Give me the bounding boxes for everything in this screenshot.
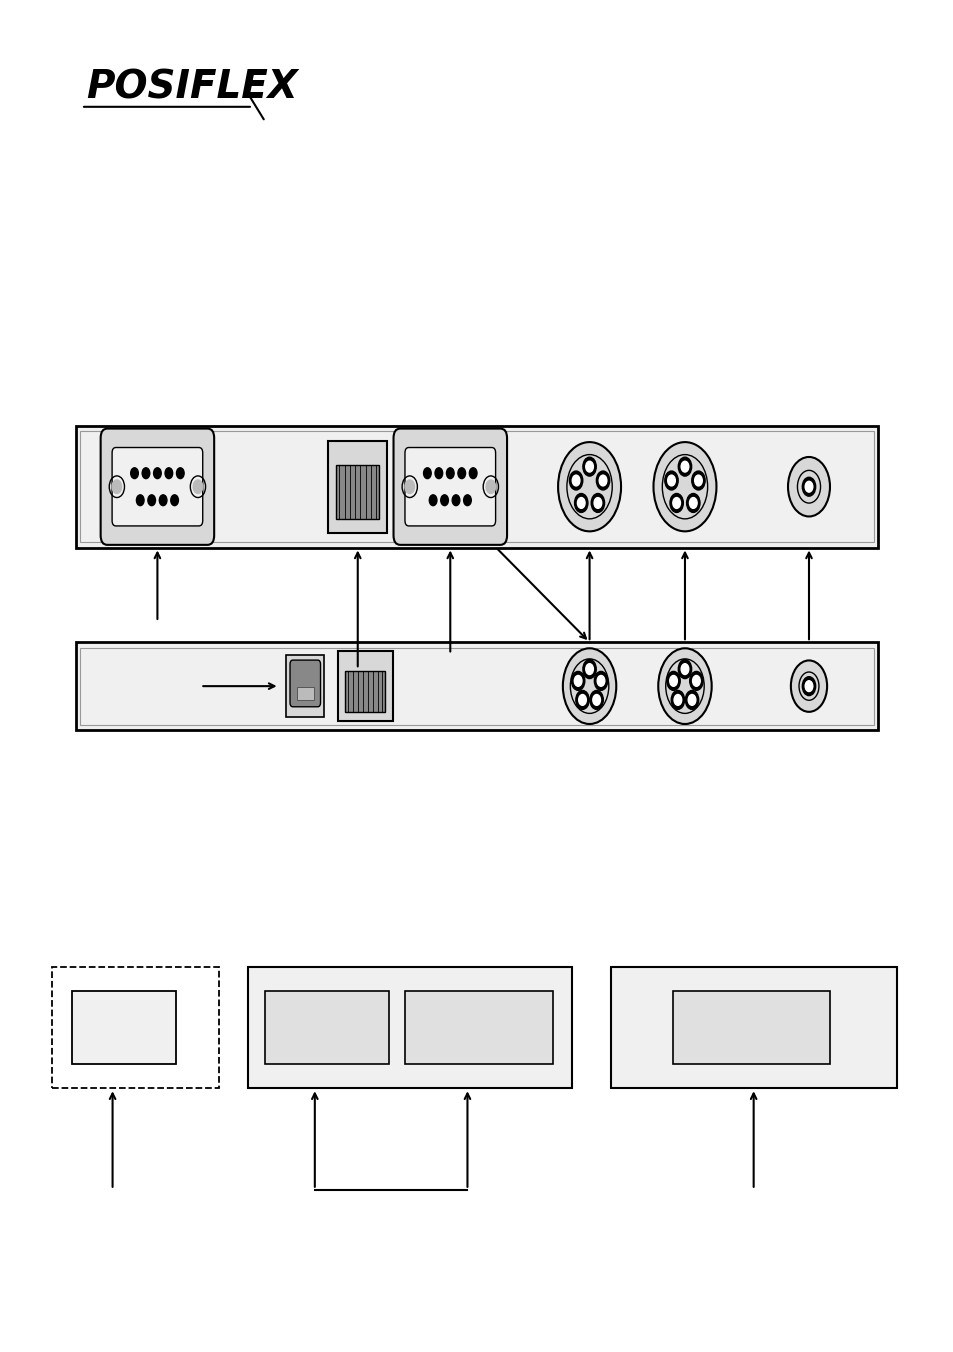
Circle shape <box>666 672 679 691</box>
Bar <box>248 967 572 1088</box>
Circle shape <box>680 461 688 472</box>
Circle shape <box>159 495 167 506</box>
FancyBboxPatch shape <box>112 448 202 526</box>
Circle shape <box>689 672 702 691</box>
Circle shape <box>664 470 678 489</box>
Bar <box>672 991 829 1064</box>
Circle shape <box>694 475 701 485</box>
Circle shape <box>790 661 826 711</box>
Circle shape <box>671 691 684 710</box>
Circle shape <box>594 672 607 691</box>
Circle shape <box>594 498 601 508</box>
Bar <box>71 991 176 1064</box>
Circle shape <box>653 442 716 531</box>
Circle shape <box>804 481 812 492</box>
Bar <box>76 426 877 548</box>
Bar <box>405 991 553 1064</box>
Circle shape <box>463 495 471 506</box>
Circle shape <box>131 468 138 479</box>
Circle shape <box>558 442 620 531</box>
Circle shape <box>171 495 178 506</box>
Circle shape <box>680 664 688 675</box>
Circle shape <box>592 695 599 706</box>
Bar <box>610 967 896 1088</box>
Circle shape <box>574 493 587 512</box>
Circle shape <box>589 691 602 710</box>
Circle shape <box>591 493 604 512</box>
Circle shape <box>585 664 593 675</box>
Circle shape <box>440 495 448 506</box>
Circle shape <box>452 495 459 506</box>
Circle shape <box>193 480 202 493</box>
Bar <box>336 465 378 519</box>
FancyBboxPatch shape <box>290 660 320 707</box>
Circle shape <box>153 468 161 479</box>
Bar <box>76 642 877 730</box>
Circle shape <box>801 676 815 696</box>
Bar <box>328 441 387 533</box>
Circle shape <box>804 681 812 692</box>
Circle shape <box>582 660 596 679</box>
Circle shape <box>446 468 454 479</box>
Circle shape <box>801 477 815 496</box>
Circle shape <box>469 468 476 479</box>
Circle shape <box>658 649 711 725</box>
Circle shape <box>687 695 695 706</box>
Circle shape <box>457 468 465 479</box>
Circle shape <box>692 676 700 687</box>
Bar <box>80 431 873 542</box>
Bar <box>286 656 324 717</box>
Circle shape <box>485 480 496 493</box>
Circle shape <box>423 468 431 479</box>
Circle shape <box>678 457 691 476</box>
Circle shape <box>669 676 677 687</box>
Circle shape <box>689 498 697 508</box>
Circle shape <box>571 672 584 691</box>
Circle shape <box>576 691 589 710</box>
Circle shape <box>598 475 606 485</box>
Circle shape <box>578 695 586 706</box>
Circle shape <box>176 468 184 479</box>
FancyBboxPatch shape <box>404 448 496 526</box>
Circle shape <box>684 691 698 710</box>
Circle shape <box>429 495 436 506</box>
Circle shape <box>596 470 609 489</box>
Circle shape <box>572 475 579 485</box>
Circle shape <box>404 480 414 493</box>
Circle shape <box>562 649 616 725</box>
Bar <box>345 671 385 713</box>
Bar <box>265 991 389 1064</box>
Circle shape <box>678 660 691 679</box>
Circle shape <box>112 480 122 493</box>
Circle shape <box>585 461 593 472</box>
Circle shape <box>142 468 150 479</box>
Circle shape <box>787 457 829 516</box>
Text: POSIFLEX: POSIFLEX <box>86 69 297 107</box>
Circle shape <box>667 475 675 485</box>
Circle shape <box>136 495 144 506</box>
Circle shape <box>435 468 442 479</box>
Circle shape <box>669 493 682 512</box>
Bar <box>337 650 393 722</box>
Circle shape <box>574 676 581 687</box>
Circle shape <box>582 457 596 476</box>
Circle shape <box>569 470 582 489</box>
Bar <box>80 648 873 725</box>
Circle shape <box>597 676 604 687</box>
FancyBboxPatch shape <box>393 429 507 545</box>
Circle shape <box>674 695 681 706</box>
Circle shape <box>577 498 584 508</box>
Circle shape <box>691 470 704 489</box>
Circle shape <box>672 498 679 508</box>
Circle shape <box>148 495 155 506</box>
FancyBboxPatch shape <box>101 429 213 545</box>
Bar <box>296 687 314 700</box>
Circle shape <box>165 468 172 479</box>
Bar <box>52 967 219 1088</box>
Circle shape <box>686 493 700 512</box>
